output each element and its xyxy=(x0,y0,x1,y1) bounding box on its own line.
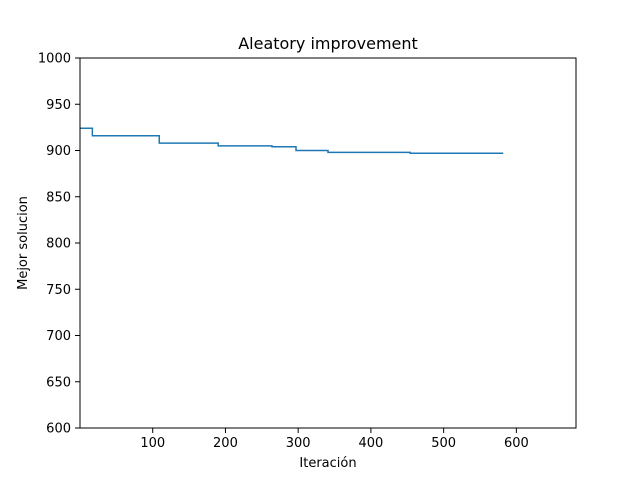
y-tick-label: 900 xyxy=(46,144,71,159)
y-tick-label: 850 xyxy=(46,190,71,205)
series-line xyxy=(80,127,504,155)
x-tick-label: 100 xyxy=(140,436,165,451)
y-tick-label: 950 xyxy=(46,98,71,113)
y-tick-label: 750 xyxy=(46,283,71,298)
y-tick-label: 700 xyxy=(46,329,71,344)
y-axis: 600 650 700 750 800 850 900 950 1000 xyxy=(38,52,80,437)
x-tick-label: 400 xyxy=(358,436,383,451)
y-tick-label: 800 xyxy=(46,237,71,252)
y-axis-label: Mejor solucion xyxy=(16,196,31,290)
y-tick-label: 650 xyxy=(46,375,71,390)
x-tick-label: 600 xyxy=(504,436,529,451)
x-tick-label: 300 xyxy=(286,436,311,451)
y-tick-label: 600 xyxy=(46,422,71,437)
chart-title: Aleatory improvement xyxy=(238,34,418,53)
y-tick-label: 1000 xyxy=(38,52,71,67)
plot-area xyxy=(80,127,504,155)
plot-frame xyxy=(79,57,577,429)
x-axis: 100 200 300 400 500 600 xyxy=(140,428,529,451)
x-tick-label: 500 xyxy=(431,436,456,451)
x-axis-label: Iteración xyxy=(299,456,356,471)
x-tick-label: 200 xyxy=(213,436,238,451)
